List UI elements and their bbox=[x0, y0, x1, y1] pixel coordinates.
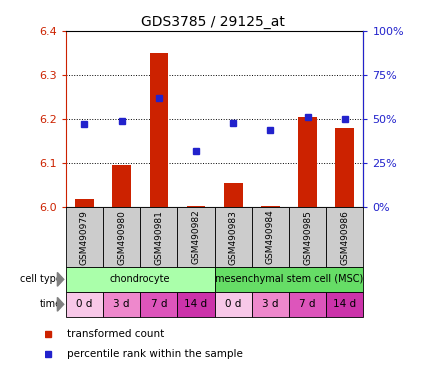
Bar bbox=[66, 292, 103, 317]
Text: GSM490984: GSM490984 bbox=[266, 210, 275, 265]
Text: GSM490981: GSM490981 bbox=[154, 210, 163, 265]
Bar bbox=[298, 117, 317, 207]
Text: 3 d: 3 d bbox=[113, 299, 130, 310]
Text: time: time bbox=[40, 299, 62, 310]
Bar bbox=[103, 292, 140, 317]
Text: GDS3785 / 29125_at: GDS3785 / 29125_at bbox=[141, 15, 284, 29]
Text: 0 d: 0 d bbox=[225, 299, 241, 310]
Text: transformed count: transformed count bbox=[67, 329, 164, 339]
Bar bbox=[252, 207, 289, 267]
Text: GSM490980: GSM490980 bbox=[117, 210, 126, 265]
Bar bbox=[140, 292, 178, 317]
Text: 3 d: 3 d bbox=[262, 299, 279, 310]
Bar bbox=[140, 207, 178, 267]
Text: GSM490979: GSM490979 bbox=[80, 210, 89, 265]
Bar bbox=[103, 207, 140, 267]
Text: 0 d: 0 d bbox=[76, 299, 93, 310]
Bar bbox=[252, 292, 289, 317]
Bar bbox=[66, 267, 215, 292]
Text: 14 d: 14 d bbox=[184, 299, 207, 310]
Bar bbox=[178, 207, 215, 267]
Text: 7 d: 7 d bbox=[150, 299, 167, 310]
Text: 7 d: 7 d bbox=[299, 299, 316, 310]
Text: GSM490985: GSM490985 bbox=[303, 210, 312, 265]
Bar bbox=[326, 207, 363, 267]
Text: GSM490986: GSM490986 bbox=[340, 210, 349, 265]
Bar bbox=[215, 292, 252, 317]
Bar bbox=[215, 207, 252, 267]
Text: percentile rank within the sample: percentile rank within the sample bbox=[67, 349, 243, 359]
Bar bbox=[112, 166, 131, 207]
Bar bbox=[289, 207, 326, 267]
Text: 14 d: 14 d bbox=[333, 299, 356, 310]
Text: GSM490982: GSM490982 bbox=[192, 210, 201, 265]
Bar bbox=[150, 53, 168, 207]
Text: chondrocyte: chondrocyte bbox=[110, 274, 170, 285]
Bar bbox=[289, 292, 326, 317]
Text: GSM490983: GSM490983 bbox=[229, 210, 238, 265]
Bar bbox=[75, 199, 94, 207]
Text: mesenchymal stem cell (MSC): mesenchymal stem cell (MSC) bbox=[215, 274, 363, 285]
Bar bbox=[335, 128, 354, 207]
Bar bbox=[224, 183, 243, 207]
Bar bbox=[215, 267, 363, 292]
Bar bbox=[326, 292, 363, 317]
Bar bbox=[178, 292, 215, 317]
Bar bbox=[66, 207, 103, 267]
Text: cell type: cell type bbox=[20, 274, 62, 285]
